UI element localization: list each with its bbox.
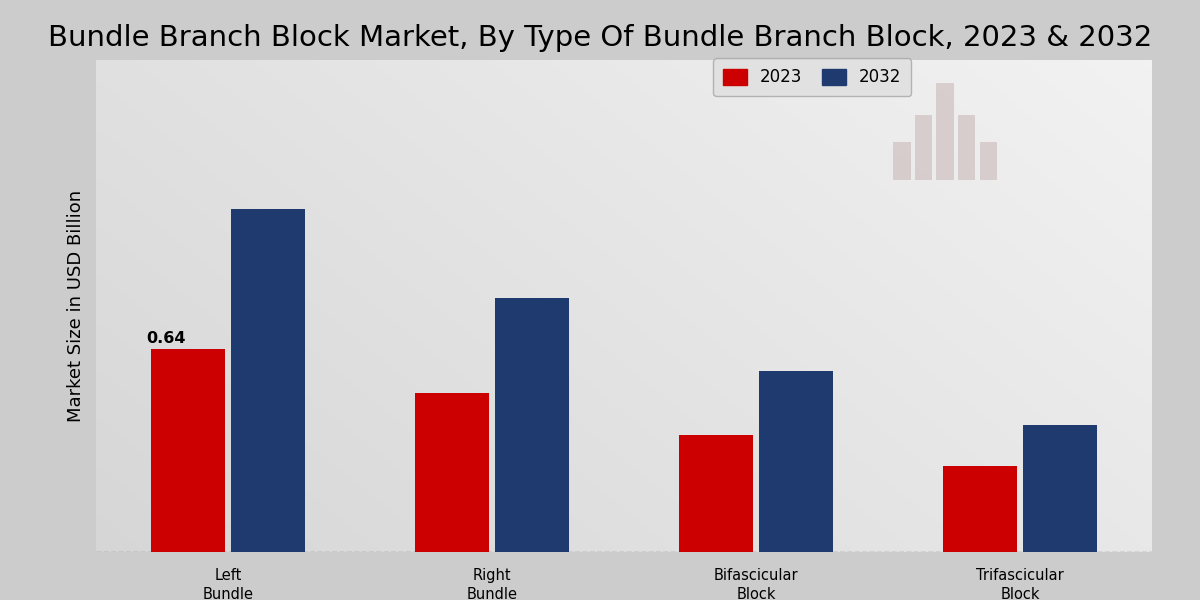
Text: 0.64: 0.64 [146, 331, 186, 346]
Bar [415, 393, 490, 552]
Text: Bundle Branch Block Market, By Type Of Bundle Branch Block, 2023 & 2032: Bundle Branch Block Market, By Type Of B… [48, 24, 1152, 52]
Bar [914, 115, 932, 180]
Bar [979, 142, 997, 180]
Y-axis label: Market Size in USD Billion: Market Size in USD Billion [67, 190, 85, 422]
Bar [230, 209, 305, 552]
Bar [943, 466, 1018, 552]
Bar [494, 298, 569, 552]
Bar [893, 142, 911, 180]
Bar [958, 115, 976, 180]
Bar [936, 83, 954, 180]
Bar [679, 434, 754, 552]
Bar [1022, 425, 1097, 552]
Legend: 2023, 2032: 2023, 2032 [713, 58, 911, 97]
Bar [151, 349, 226, 552]
Bar [758, 371, 833, 552]
